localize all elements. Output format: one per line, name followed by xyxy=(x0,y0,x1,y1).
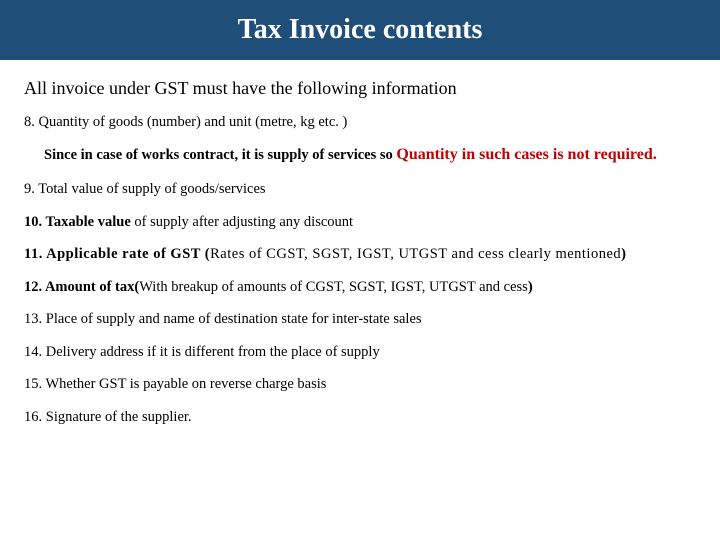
item-10-rest: of supply after adjusting any discount xyxy=(134,214,353,230)
item-12: 12. Amount of tax(With breakup of amount… xyxy=(24,276,696,298)
item-8-note: Since in case of works contract, it is s… xyxy=(24,143,696,168)
item-14: 14. Delivery address if it is different … xyxy=(24,341,696,363)
item-8-note-plain: Since in case of works contract, it is s… xyxy=(44,147,396,163)
item-16: 16. Signature of the supplier. xyxy=(24,406,696,428)
item-8-note-red: Quantity in such cases is not required xyxy=(396,146,652,163)
item-13: 13. Place of supply and name of destinat… xyxy=(24,308,696,330)
item-12-close: ) xyxy=(528,279,533,295)
item-8: 8. Quantity of goods (number) and unit (… xyxy=(24,111,696,133)
item-11-bold: 11. Applicable rate of GST ( xyxy=(24,246,210,262)
slide-body: All invoice under GST must have the foll… xyxy=(0,60,720,428)
item-15: 15. Whether GST is payable on reverse ch… xyxy=(24,373,696,395)
slide-header: Tax Invoice contents xyxy=(0,0,720,60)
item-11-rest: Rates of CGST, SGST, IGST, UTGST and ces… xyxy=(210,246,621,262)
item-8-note-period: . xyxy=(653,146,657,163)
item-11: 11. Applicable rate of GST (Rates of CGS… xyxy=(24,243,696,265)
item-12-rest: With breakup of amounts of CGST, SGST, I… xyxy=(139,279,528,295)
item-12-bold: 12. Amount of tax( xyxy=(24,279,139,295)
item-11-close: ) xyxy=(621,246,626,262)
slide-title: Tax Invoice contents xyxy=(238,14,483,45)
item-9: 9. Total value of supply of goods/servic… xyxy=(24,178,696,200)
intro-text: All invoice under GST must have the foll… xyxy=(24,78,696,99)
item-10: 10. Taxable value of supply after adjust… xyxy=(24,211,696,233)
item-10-bold: 10. Taxable value xyxy=(24,214,134,230)
